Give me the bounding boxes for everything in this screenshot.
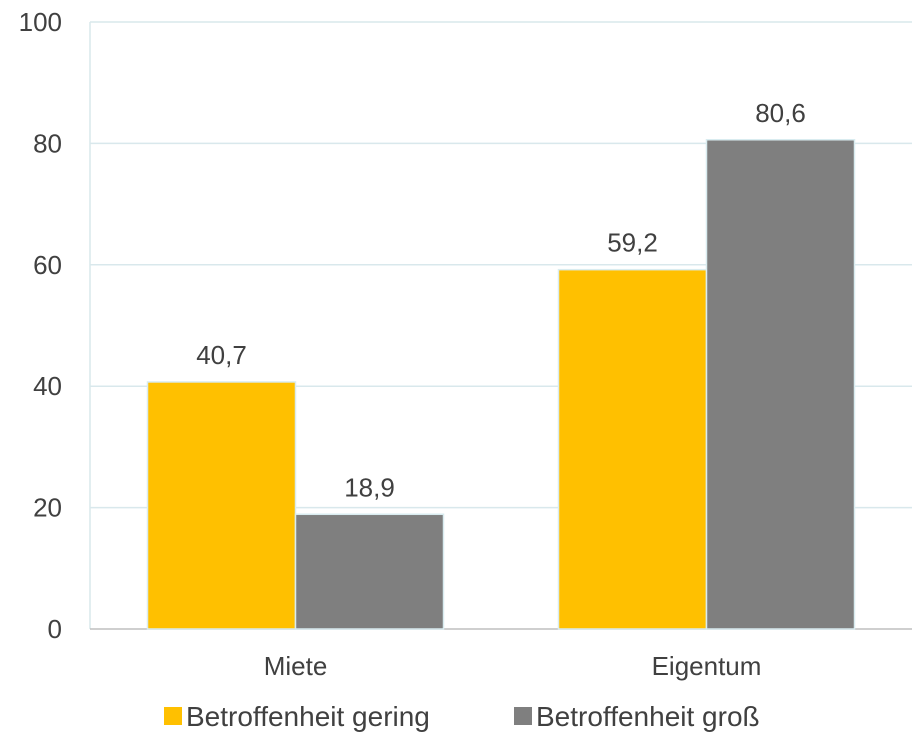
category-label: Miete (264, 651, 328, 681)
bars (146, 139, 856, 630)
bar (146, 381, 297, 630)
y-tick-label: 100 (19, 7, 62, 37)
legend-label: Betroffenheit groß (536, 701, 760, 732)
category-label: Eigentum (652, 651, 762, 681)
legend: Betroffenheit gering Betroffenheit groß (164, 701, 760, 732)
legend-swatch (514, 707, 532, 725)
data-label: 59,2 (607, 228, 658, 258)
y-tick-label: 0 (48, 614, 62, 644)
y-tick-label: 20 (33, 493, 62, 523)
legend-label: Betroffenheit gering (186, 701, 430, 732)
data-label: 80,6 (755, 98, 806, 128)
data-labels: 40,7 18,9 59,2 80,6 (196, 98, 806, 503)
bar (294, 513, 445, 630)
data-label: 18,9 (344, 472, 395, 502)
bar (705, 139, 856, 630)
y-tick-label: 80 (33, 128, 62, 158)
legend-swatch (164, 707, 182, 725)
data-label: 40,7 (196, 340, 247, 370)
y-tick-label: 40 (33, 371, 62, 401)
bar (557, 268, 708, 630)
category-labels: Miete Eigentum (264, 651, 762, 681)
y-tick-label: 60 (33, 250, 62, 280)
y-axis-ticks: 0 20 40 60 80 100 (19, 7, 62, 644)
